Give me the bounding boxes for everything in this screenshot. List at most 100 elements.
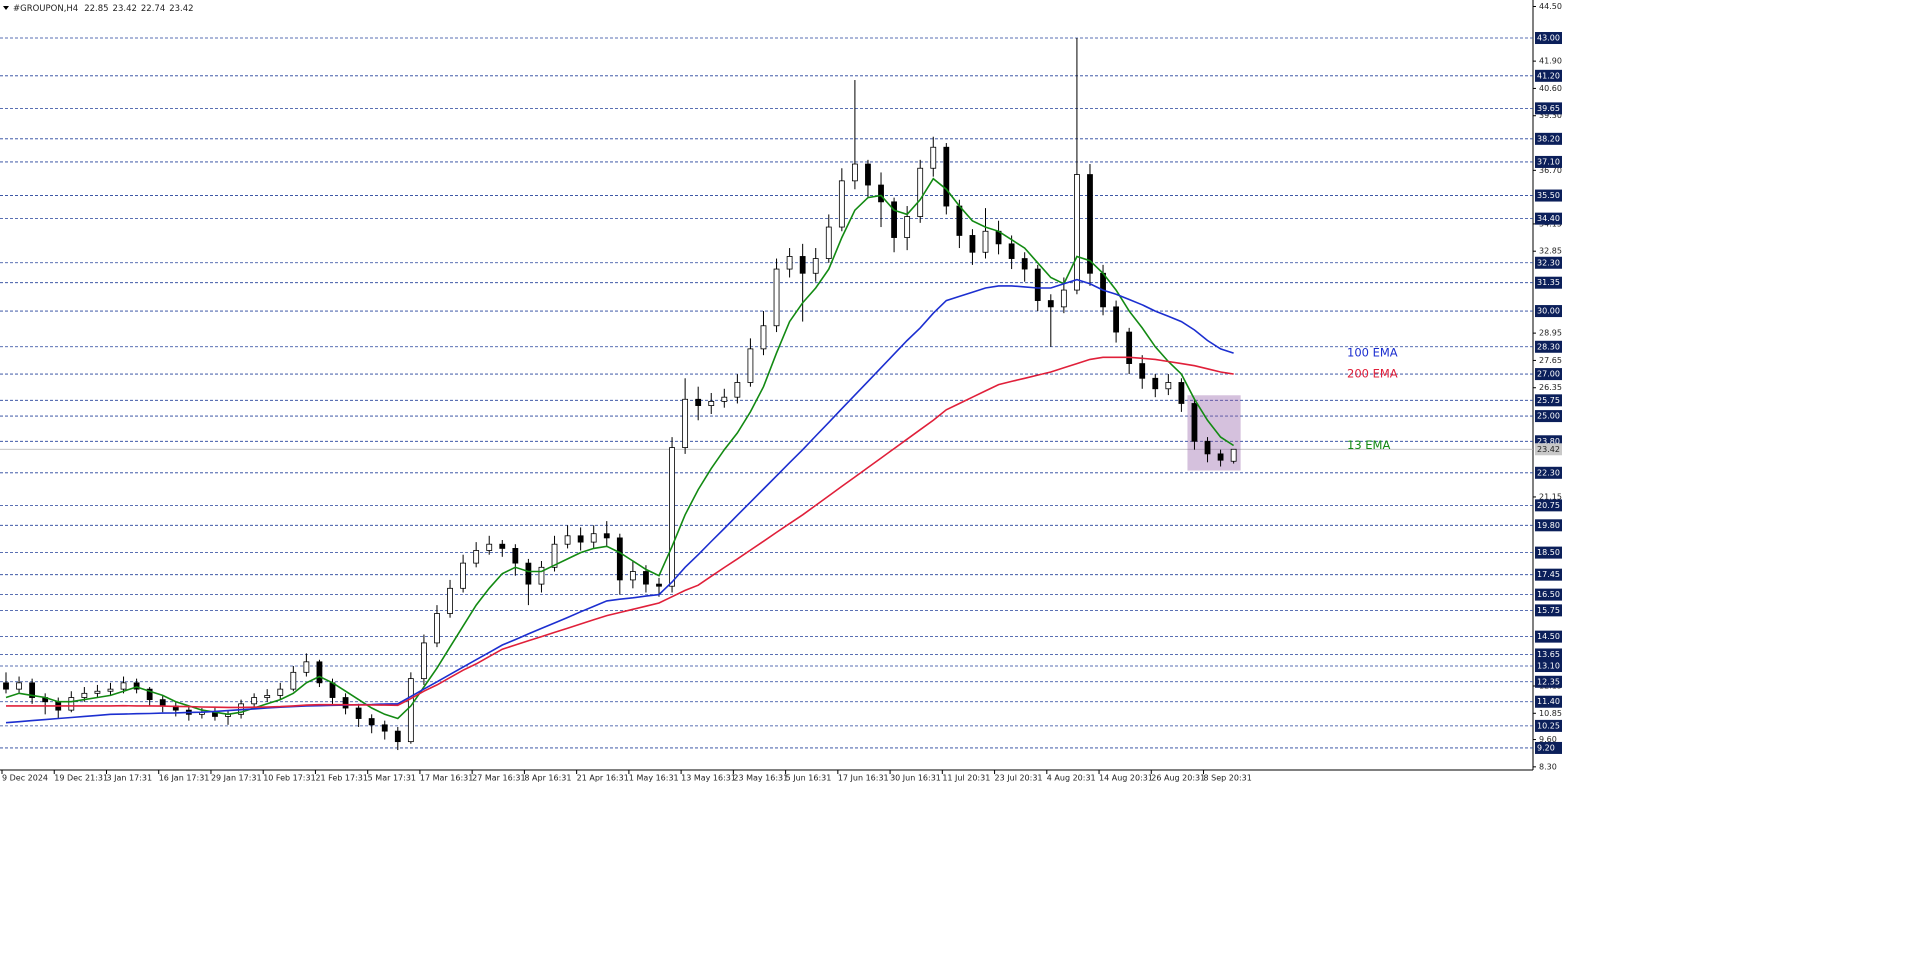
x-tick-label: 10 Feb 17:31 [263, 774, 315, 783]
candle-body [590, 533, 597, 543]
candle-body [629, 571, 636, 581]
y-tick-label: 26.35 [1539, 383, 1562, 392]
ohlc-low: 22.74 [141, 4, 165, 14]
level-label-box [1535, 519, 1562, 532]
level-label-box [1535, 741, 1562, 754]
ema-label: 13 EMA [1347, 438, 1390, 452]
level-label: 17.45 [1537, 570, 1560, 579]
y-tick-label: 21.15 [1539, 492, 1562, 501]
candle-body [708, 400, 715, 406]
level-label: 43.00 [1537, 34, 1560, 43]
candle-body [865, 163, 871, 186]
candle-body [1113, 306, 1119, 333]
y-tick-label: 44.50 [1539, 2, 1562, 11]
candle-body [904, 216, 911, 238]
y-tick-label: 28.95 [1539, 329, 1562, 338]
level-label-box [1535, 675, 1562, 688]
candle-body [29, 682, 36, 698]
x-tick-label: 16 Jan 17:31 [159, 774, 210, 783]
level-label: 34.40 [1537, 214, 1560, 223]
candle-body [878, 184, 884, 203]
level-label: 28.30 [1537, 342, 1560, 351]
y-tick-label: 10.85 [1539, 709, 1562, 718]
level-label: 22.30 [1537, 468, 1560, 477]
candle-body [381, 724, 388, 732]
current-price-label: 23.42 [1537, 445, 1560, 454]
candle-body [1230, 448, 1237, 462]
x-tick-label: 8 Sep 20:31 [1204, 774, 1252, 783]
candle-body [473, 550, 480, 564]
x-tick-label: 13 May 16:31 [681, 774, 736, 783]
x-tick-label: 21 Feb 17:31 [315, 774, 367, 783]
candle-body [825, 226, 832, 259]
menu-icon[interactable] [3, 6, 9, 10]
x-tick-label: 17 Mar 16:31 [420, 774, 473, 783]
candle-body [969, 235, 976, 253]
ohlc-close: 23.42 [169, 4, 193, 14]
x-tick-label: 1 May 16:31 [629, 774, 679, 783]
level-label-box [1535, 132, 1562, 145]
candle-body [577, 535, 584, 543]
candle-body [799, 256, 806, 274]
candle-body [538, 566, 545, 585]
level-label-box [1535, 410, 1562, 423]
candle-body [303, 661, 310, 673]
chart-title: #GROUPON,H4 [13, 4, 78, 14]
level-label: 25.75 [1537, 396, 1560, 405]
level-label: 37.10 [1537, 157, 1560, 166]
candle-body [81, 692, 88, 698]
candle-body [1021, 258, 1028, 270]
level-label-box [1535, 499, 1562, 512]
candle-body [407, 678, 414, 743]
candle-body [943, 146, 950, 207]
level-label-box [1535, 102, 1562, 115]
x-tick-label: 23 May 16:31 [733, 774, 788, 783]
candle-body [525, 562, 532, 585]
candle-body [564, 535, 571, 545]
candle-body [760, 325, 767, 350]
x-tick-label: 3 Jan 17:31 [106, 774, 152, 783]
x-tick-label: 21 Apr 16:31 [577, 774, 629, 783]
level-label-box [1535, 630, 1562, 643]
level-label: 10.25 [1537, 721, 1560, 730]
ema-line [5, 278, 1234, 724]
level-label-box [1535, 189, 1562, 202]
level-label-box [1535, 305, 1562, 318]
level-label: 32.30 [1537, 258, 1560, 267]
level-label-box [1535, 276, 1562, 289]
level-label-box [1535, 256, 1562, 269]
chart-header: #GROUPON,H4 22.85 23.42 22.74 23.42 [13, 4, 194, 14]
level-label: 20.75 [1537, 501, 1560, 510]
candle-body [107, 688, 114, 692]
x-tick-label: 26 Aug 20:31 [1151, 774, 1205, 783]
level-label: 31.35 [1537, 278, 1560, 287]
candle-body [1087, 174, 1093, 274]
level-label-box [1535, 69, 1562, 82]
x-tick-label: 27 Mar 16:31 [472, 774, 525, 783]
candle-body [1126, 331, 1133, 364]
level-label-box [1535, 340, 1562, 353]
candle-body [786, 256, 793, 270]
candle-body [603, 533, 610, 539]
candle-body [342, 697, 349, 709]
x-tick-label: 5 Mar 17:31 [368, 774, 416, 783]
candle-body [1191, 403, 1198, 442]
candle-body [747, 348, 754, 383]
level-label-box [1535, 466, 1562, 479]
level-label: 35.50 [1537, 191, 1560, 200]
level-label-box [1535, 368, 1562, 381]
y-tick-label: 27.65 [1539, 356, 1562, 365]
level-label: 23.80 [1537, 437, 1560, 446]
y-tick-label: 40.60 [1539, 84, 1562, 93]
candle-body [120, 682, 127, 690]
candle-body [956, 205, 963, 236]
ema-line [6, 356, 1234, 709]
candle-body [355, 707, 362, 719]
candle-body [734, 382, 741, 398]
level-label: 15.75 [1537, 606, 1560, 615]
level-label-box [1535, 695, 1562, 708]
level-label-box [1535, 588, 1562, 601]
candle-body [1165, 382, 1172, 390]
candle-body [982, 230, 989, 253]
